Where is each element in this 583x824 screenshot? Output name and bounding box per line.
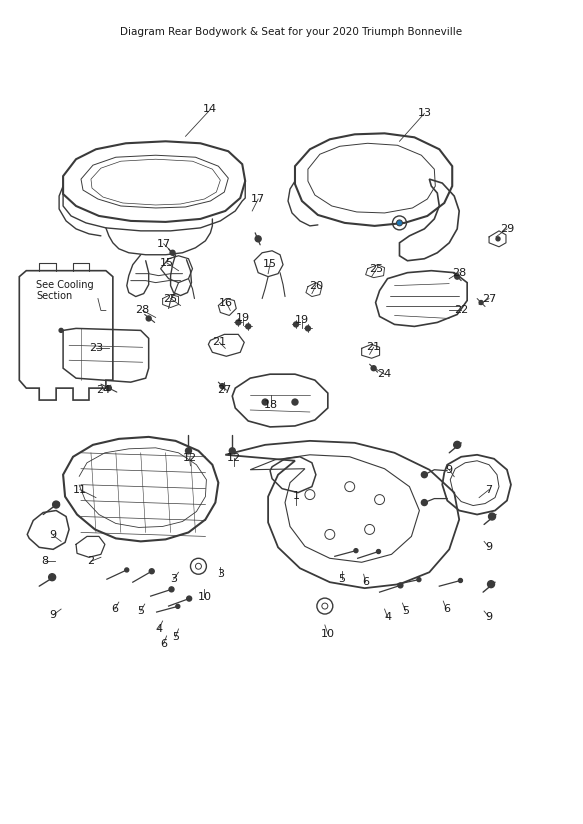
Text: 6: 6	[111, 604, 118, 614]
Text: 9: 9	[486, 542, 493, 552]
Text: 25: 25	[163, 293, 178, 303]
Circle shape	[458, 578, 462, 583]
Text: 28: 28	[136, 306, 150, 316]
Circle shape	[396, 220, 402, 226]
Text: Diagram Rear Bodywork & Seat for your 2020 Triumph Bonneville: Diagram Rear Bodywork & Seat for your 20…	[121, 27, 462, 37]
Circle shape	[170, 250, 175, 255]
Text: 5: 5	[338, 574, 345, 584]
Text: 15: 15	[263, 259, 277, 269]
Text: 21: 21	[367, 342, 381, 353]
Circle shape	[377, 550, 381, 554]
Circle shape	[487, 581, 494, 588]
Circle shape	[354, 549, 358, 553]
Circle shape	[479, 301, 483, 305]
Circle shape	[454, 442, 461, 448]
Circle shape	[293, 322, 298, 327]
Text: 24: 24	[96, 385, 110, 395]
Text: 17: 17	[251, 194, 265, 204]
Text: 25: 25	[370, 264, 384, 274]
Text: 28: 28	[452, 268, 466, 278]
Circle shape	[106, 386, 111, 391]
Text: 12: 12	[227, 452, 241, 463]
Text: 16: 16	[219, 297, 233, 307]
Circle shape	[149, 569, 154, 574]
Circle shape	[236, 320, 241, 325]
Text: 5: 5	[137, 606, 144, 616]
Circle shape	[245, 324, 251, 329]
Circle shape	[52, 501, 59, 508]
Text: 27: 27	[482, 293, 496, 303]
Text: 8: 8	[41, 556, 49, 566]
Text: 5: 5	[402, 606, 409, 616]
Circle shape	[48, 574, 55, 581]
Text: 11: 11	[73, 485, 87, 494]
Circle shape	[229, 447, 236, 454]
Text: 27: 27	[217, 385, 231, 395]
Circle shape	[169, 587, 174, 592]
Text: 17: 17	[157, 239, 171, 249]
Text: 4: 4	[384, 612, 391, 622]
Text: 18: 18	[264, 400, 278, 410]
Circle shape	[398, 583, 403, 588]
Text: 14: 14	[203, 105, 217, 115]
Circle shape	[371, 366, 376, 371]
Circle shape	[59, 329, 63, 332]
Text: 3: 3	[170, 574, 177, 584]
Text: 9: 9	[445, 465, 453, 475]
Text: 29: 29	[500, 224, 514, 234]
Text: 19: 19	[236, 313, 250, 324]
Text: 3: 3	[217, 569, 224, 579]
Circle shape	[305, 326, 310, 331]
Circle shape	[187, 596, 192, 601]
Text: 1: 1	[293, 490, 300, 501]
Text: 6: 6	[362, 577, 369, 588]
Circle shape	[422, 471, 427, 478]
Circle shape	[417, 578, 421, 582]
Circle shape	[422, 499, 427, 506]
Text: 6: 6	[442, 604, 449, 614]
Text: 19: 19	[295, 316, 309, 325]
Text: 21: 21	[212, 337, 226, 348]
Text: 12: 12	[182, 452, 196, 463]
Circle shape	[292, 399, 298, 405]
Circle shape	[125, 568, 129, 572]
Circle shape	[262, 399, 268, 405]
Text: See Cooling
Section: See Cooling Section	[36, 280, 94, 302]
Circle shape	[255, 236, 261, 241]
Text: 4: 4	[155, 624, 162, 634]
Circle shape	[220, 384, 225, 389]
Circle shape	[146, 316, 151, 321]
Text: 2: 2	[87, 556, 94, 566]
Text: 9: 9	[486, 612, 493, 622]
Text: 6: 6	[160, 639, 167, 648]
Text: 15: 15	[160, 258, 174, 268]
Circle shape	[496, 236, 500, 241]
Text: 10: 10	[321, 629, 335, 639]
Circle shape	[185, 447, 191, 454]
Text: 7: 7	[486, 485, 493, 494]
Text: 20: 20	[309, 281, 323, 291]
Text: 5: 5	[172, 632, 179, 642]
Text: 9: 9	[50, 610, 57, 620]
Circle shape	[455, 274, 459, 279]
Text: 22: 22	[454, 306, 468, 316]
Text: 13: 13	[417, 109, 431, 119]
Text: 9: 9	[50, 531, 57, 541]
Circle shape	[489, 513, 496, 520]
Text: 10: 10	[198, 592, 212, 602]
Text: 24: 24	[377, 369, 392, 379]
Circle shape	[176, 604, 180, 608]
Text: 23: 23	[89, 344, 103, 353]
